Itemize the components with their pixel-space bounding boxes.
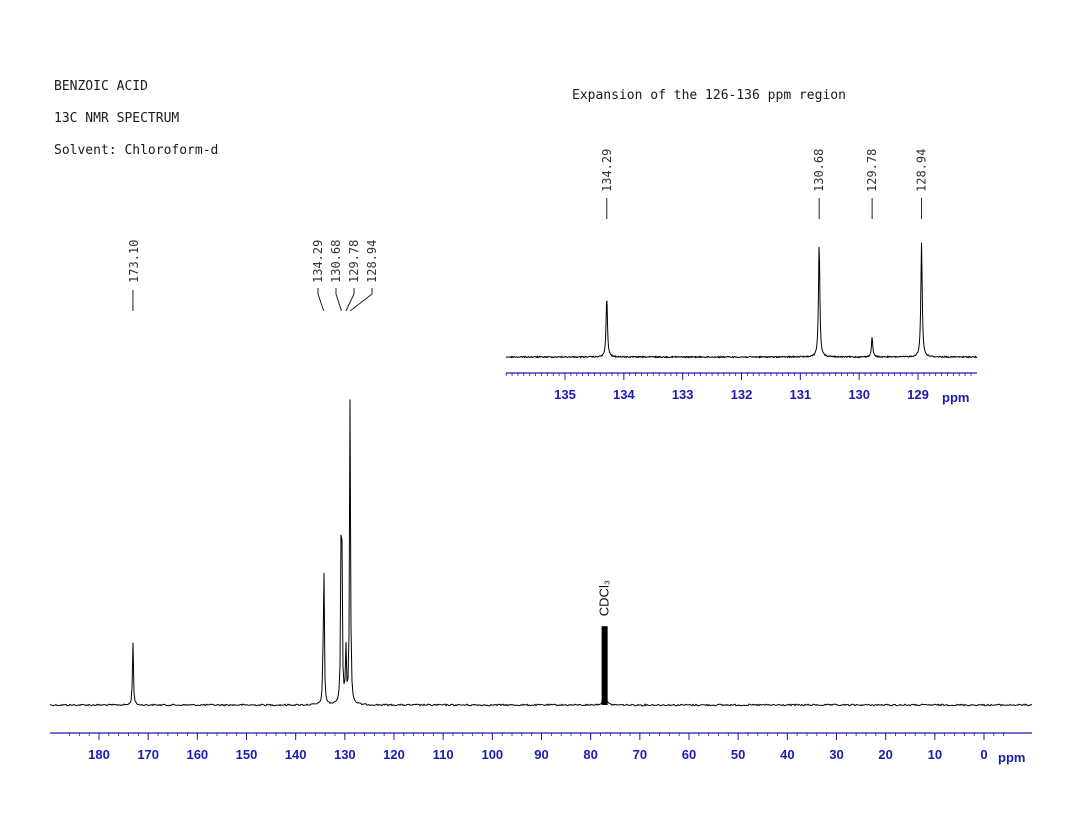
full-tick-label: 20 — [878, 747, 892, 762]
full-peak-label: 130.68 — [329, 240, 343, 283]
full-peak-connector — [317, 288, 325, 312]
expansion-peak-label: 128.94 — [915, 149, 929, 192]
full-tick-label: 100 — [481, 747, 503, 762]
full-tick-label: 50 — [731, 747, 745, 762]
full-tick-label: 30 — [829, 747, 843, 762]
full-tick-label: 70 — [633, 747, 647, 762]
full-tick-label: 160 — [186, 747, 208, 762]
compound-name: BENZOIC ACID — [54, 79, 148, 94]
expansion-peak-label: 134.29 — [600, 149, 614, 192]
full-tick-label: 140 — [285, 747, 307, 762]
expansion-trace — [505, 242, 978, 359]
expansion-tick-label: 131 — [789, 387, 811, 402]
full-peak-connector — [335, 288, 342, 312]
full-tick-label: 170 — [137, 747, 159, 762]
solvent-peak-label: CDCl₃ — [597, 580, 612, 616]
full-tick-label: 110 — [433, 747, 454, 762]
full-tick-label: 120 — [383, 747, 405, 762]
full-tick-label: 40 — [780, 747, 794, 762]
full-tick-label: 80 — [583, 747, 597, 762]
expansion-tick-label: 129 — [907, 387, 929, 402]
full-tick-label: 180 — [88, 747, 110, 762]
full-tick-label: 130 — [334, 747, 356, 762]
expansion-peak-label: 129.78 — [865, 149, 879, 192]
full-peak-label: 173.10 — [127, 240, 141, 283]
expansion-axis-unit: ppm — [942, 390, 969, 405]
full-peak-label: 128.94 — [365, 240, 379, 283]
full-peak-label: 134.29 — [311, 240, 325, 283]
experiment-type: 13C NMR SPECTRUM — [54, 111, 180, 126]
expansion-peak-label: 130.68 — [812, 149, 826, 192]
expansion-tick-label: 135 — [554, 387, 576, 402]
full-peak-label: 129.78 — [347, 240, 361, 283]
expansion-tick-label: 133 — [672, 387, 694, 402]
full-peak-connector — [345, 288, 355, 312]
expansion-tick-label: 134 — [613, 387, 635, 402]
expansion-tick-label: 132 — [731, 387, 753, 402]
solvent-info: Solvent: Chloroform-d — [54, 143, 219, 158]
full-tick-label: 10 — [928, 747, 942, 762]
expansion-title: Expansion of the 126-136 ppm region — [572, 88, 846, 103]
full-tick-label: 0 — [980, 747, 987, 762]
expansion-panel: 135 134 133 132 131 130 129 ppm 134.29 130.68 129.… — [505, 149, 978, 405]
expansion-tick-label: 130 — [848, 387, 870, 402]
full-tick-label: 150 — [236, 747, 258, 762]
full-peak-connector — [349, 288, 373, 312]
full-tick-label: 60 — [682, 747, 696, 762]
solvent-peak-cluster — [601, 626, 608, 705]
full-panel: 180 170 160 150 140 130 120 110 100 90 80 70 60 50 40 3… — [49, 240, 1033, 765]
full-axis-unit: ppm — [998, 750, 1025, 765]
full-trace — [49, 399, 1033, 707]
full-tick-label: 90 — [534, 747, 548, 762]
